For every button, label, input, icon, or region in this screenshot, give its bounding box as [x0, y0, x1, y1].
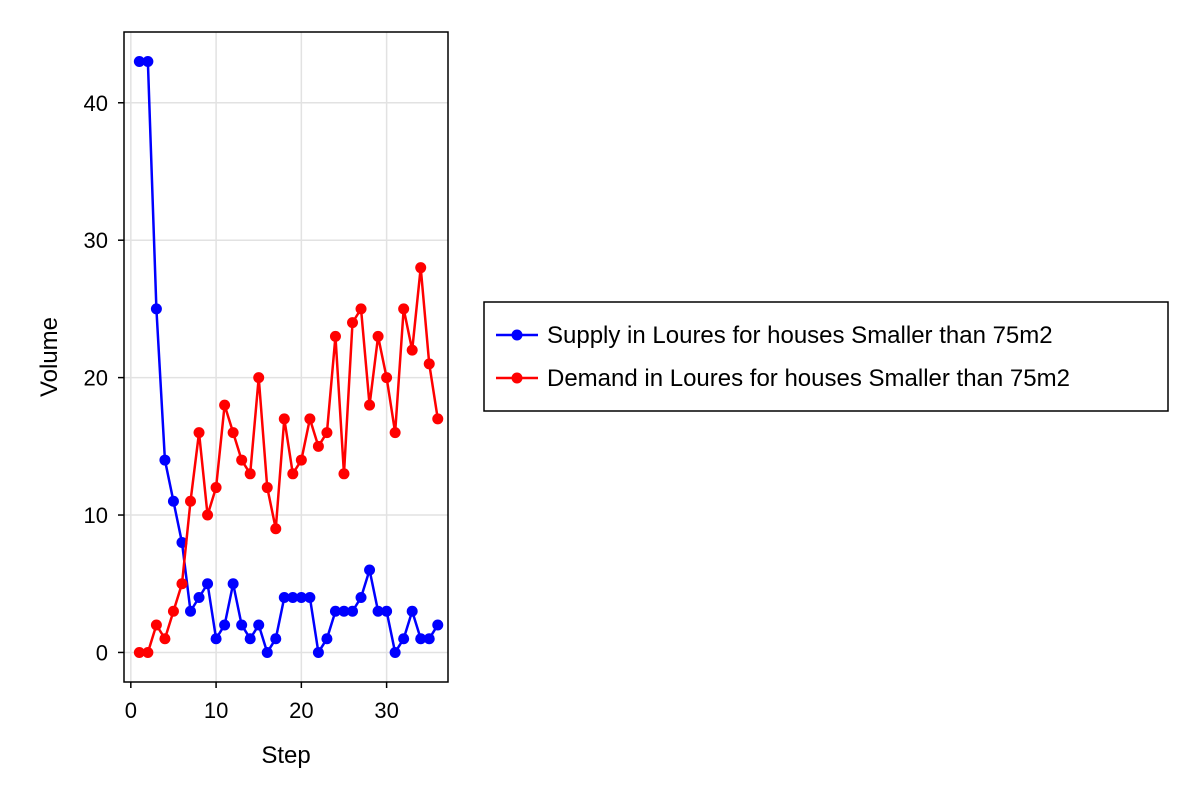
- legend: Supply in Loures for houses Smaller than…: [483, 301, 1169, 412]
- data-point: [295, 454, 307, 466]
- data-point: [278, 591, 290, 603]
- legend-entry-label: Supply in Loures for houses Smaller than…: [547, 322, 1053, 349]
- data-point: [244, 468, 256, 480]
- series-line: [139, 266, 440, 654]
- y-tick-label: 10: [84, 503, 108, 528]
- data-point: [415, 262, 427, 274]
- data-point: [202, 509, 214, 521]
- legend-entry-label: Demand in Loures for houses Smaller than…: [547, 365, 1070, 392]
- data-point: [150, 303, 162, 315]
- data-point: [278, 413, 290, 425]
- data-point: [167, 495, 179, 507]
- data-point: [167, 605, 179, 617]
- data-point: [321, 633, 333, 645]
- data-point: [338, 605, 350, 617]
- grid-lines: [124, 32, 448, 682]
- data-point: [312, 440, 324, 452]
- series-demand: [133, 262, 444, 658]
- x-axis-title: Step: [261, 742, 310, 769]
- legend-box: [483, 301, 1169, 412]
- legend-swatch-marker: [511, 329, 523, 341]
- data-point: [227, 427, 239, 439]
- data-point: [236, 454, 248, 466]
- data-point: [312, 646, 324, 658]
- data-point: [432, 413, 444, 425]
- data-point: [372, 605, 384, 617]
- data-point: [142, 56, 154, 68]
- data-point: [253, 372, 265, 384]
- data-point: [398, 633, 410, 645]
- data-point: [321, 427, 333, 439]
- data-point: [210, 482, 222, 494]
- x-axis-ticks: 0 10 20 30: [125, 682, 399, 723]
- data-point: [193, 427, 205, 439]
- data-point: [185, 605, 197, 617]
- data-point: [406, 344, 418, 356]
- data-point: [227, 578, 239, 590]
- data-point: [244, 633, 256, 645]
- x-tick-label: 10: [204, 698, 228, 723]
- data-point: [185, 495, 197, 507]
- x-tick-label: 30: [374, 698, 398, 723]
- x-tick-label: 0: [125, 698, 137, 723]
- data-point: [355, 303, 367, 315]
- data-point: [329, 605, 341, 617]
- data-point: [219, 399, 231, 411]
- data-point: [347, 605, 359, 617]
- legend-swatch-marker: [511, 372, 523, 384]
- plot-frame: [123, 31, 449, 683]
- data-point: [423, 358, 435, 370]
- data-point: [423, 633, 435, 645]
- y-axis-title: Volume: [36, 317, 63, 397]
- data-point: [355, 591, 367, 603]
- x-tick-label: 20: [289, 698, 313, 723]
- data-point: [202, 578, 214, 590]
- data-point: [133, 56, 145, 68]
- data-point: [415, 633, 427, 645]
- y-axis-ticks: 0 10 20 30 40: [84, 91, 124, 665]
- y-tick-label: 40: [84, 91, 108, 116]
- y-tick-label: 30: [84, 228, 108, 253]
- data-point: [381, 605, 393, 617]
- data-point: [270, 633, 282, 645]
- data-point: [372, 330, 384, 342]
- data-point: [364, 564, 376, 576]
- data-point: [159, 454, 171, 466]
- data-point: [287, 591, 299, 603]
- data-point: [304, 591, 316, 603]
- data-point: [389, 646, 401, 658]
- data-point: [150, 619, 162, 631]
- data-point: [398, 303, 410, 315]
- data-point: [364, 399, 376, 411]
- data-point: [432, 619, 444, 631]
- data-point: [133, 646, 145, 658]
- data-point: [381, 372, 393, 384]
- data-point: [261, 646, 273, 658]
- data-point: [176, 578, 188, 590]
- data-point: [159, 633, 171, 645]
- series-layer: [133, 56, 444, 658]
- data-point: [253, 619, 265, 631]
- data-point: [270, 523, 282, 535]
- data-point: [210, 633, 222, 645]
- data-point: [236, 619, 248, 631]
- data-point: [261, 482, 273, 494]
- data-point: [304, 413, 316, 425]
- data-point: [347, 317, 359, 329]
- data-point: [406, 605, 418, 617]
- data-point: [389, 427, 401, 439]
- data-point: [287, 468, 299, 480]
- data-point: [142, 646, 154, 658]
- y-tick-label: 0: [96, 640, 108, 665]
- data-point: [219, 619, 231, 631]
- data-point: [193, 591, 205, 603]
- y-tick-label: 20: [84, 366, 108, 391]
- data-point: [338, 468, 350, 480]
- data-point: [295, 591, 307, 603]
- series-supply: [133, 56, 444, 658]
- data-point: [329, 330, 341, 342]
